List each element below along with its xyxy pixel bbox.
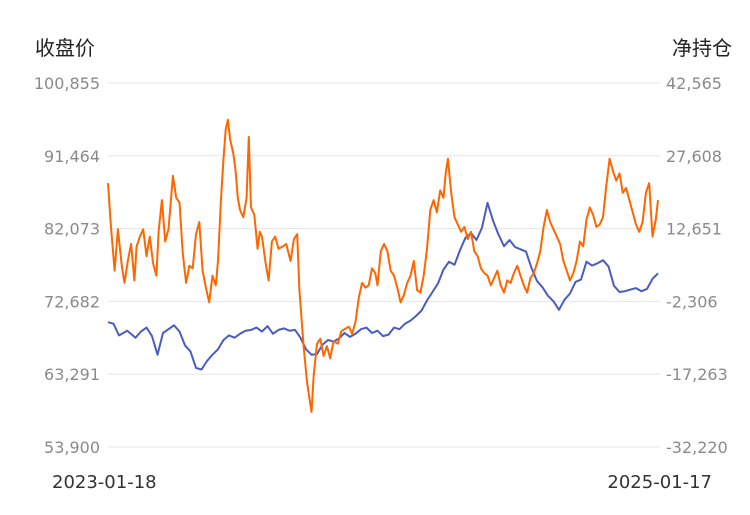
left-tick-label-5: 53,900 <box>44 438 100 457</box>
right-tick-label-2: 12,651 <box>666 220 722 239</box>
right-tick-label-1: 27,608 <box>666 147 722 166</box>
close-price-series-line <box>107 201 659 371</box>
net-position-series-line <box>107 118 659 413</box>
left-axis-title: 收盘价 <box>35 36 95 60</box>
left-tick-label-0: 100,855 <box>34 74 100 93</box>
right-tick-label-5: -32,220 <box>666 438 728 457</box>
right-tick-label-3: -2,306 <box>666 292 718 311</box>
left-axis-ticks: 100,855 91,464 82,073 72,682 63,291 53,900 <box>34 74 100 457</box>
left-tick-label-4: 63,291 <box>44 365 100 384</box>
left-tick-label-2: 82,073 <box>44 220 100 239</box>
series-lines <box>107 118 659 413</box>
grid-lines <box>108 82 660 448</box>
right-axis-title: 净持仓 <box>672 36 732 60</box>
right-tick-label-4: -17,263 <box>666 365 728 384</box>
right-tick-label-0: 42,565 <box>666 74 722 93</box>
right-axis-ticks: 42,565 27,608 12,651 -2,306 -17,263 -32,220 <box>666 74 728 457</box>
left-tick-label-1: 91,464 <box>44 147 100 166</box>
left-tick-label-3: 72,682 <box>44 292 100 311</box>
x-axis-start-label: 2023-01-18 <box>52 472 157 493</box>
x-axis-end-label: 2025-01-17 <box>607 472 712 493</box>
